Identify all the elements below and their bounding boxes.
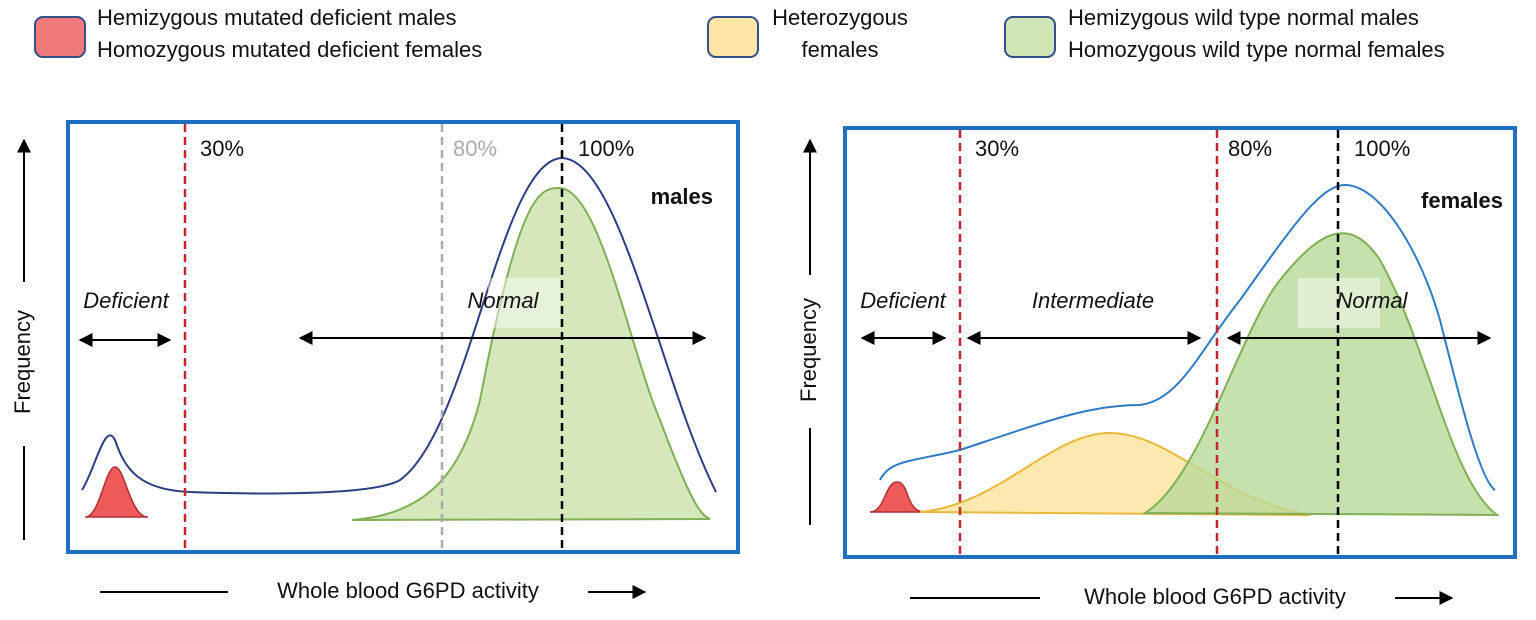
legend-text: females [801, 37, 878, 62]
legend: Hemizygous mutated deficient males Homoz… [34, 5, 1445, 62]
deficient-curve [84, 466, 149, 518]
panel-frame [843, 126, 1517, 559]
legend-text: Homozygous mutated deficient females [97, 37, 482, 62]
panel-label: males [651, 184, 713, 209]
y-axis-label: Frequency [10, 310, 35, 414]
x-axis-label: Whole blood G6PD activity [1084, 584, 1346, 609]
panel-females: 30% 80% 100% females Deficient Intermedi… [796, 126, 1517, 609]
region-label: Deficient [860, 288, 946, 313]
panel-label: females [1421, 188, 1503, 213]
legend-text: Hemizygous mutated deficient males [97, 5, 457, 30]
deficient-curve [869, 481, 926, 513]
region-label: Normal [1337, 288, 1409, 313]
region-label: Deficient [83, 288, 169, 313]
total-curve [879, 183, 1496, 491]
total-curve [81, 156, 717, 495]
threshold-label: 30% [200, 136, 244, 161]
label-backdrop [488, 278, 560, 328]
y-axis-label: Frequency [796, 298, 821, 402]
panel-frame [66, 120, 740, 554]
normal-curve [1141, 232, 1501, 517]
legend-text: Homozygous wild type normal females [1068, 37, 1445, 62]
threshold-label: 100% [1354, 136, 1410, 161]
legend-swatch [34, 16, 86, 58]
threshold-label: 80% [453, 136, 497, 161]
x-axis-label: Whole blood G6PD activity [277, 578, 539, 603]
normal-curve [351, 186, 711, 521]
threshold-label: 30% [975, 136, 1019, 161]
legend-text: Hemizygous wild type normal males [1068, 5, 1419, 30]
legend-swatch [707, 16, 759, 58]
legend-text: Heterozygous [772, 5, 908, 30]
panel-males: 30% 80% 100% males Deficient Normal Freq… [10, 120, 740, 603]
threshold-label: 80% [1228, 136, 1272, 161]
region-label: Normal [468, 288, 540, 313]
legend-swatch [1004, 16, 1056, 58]
threshold-label: 100% [578, 136, 634, 161]
region-label: Intermediate [1032, 288, 1154, 313]
